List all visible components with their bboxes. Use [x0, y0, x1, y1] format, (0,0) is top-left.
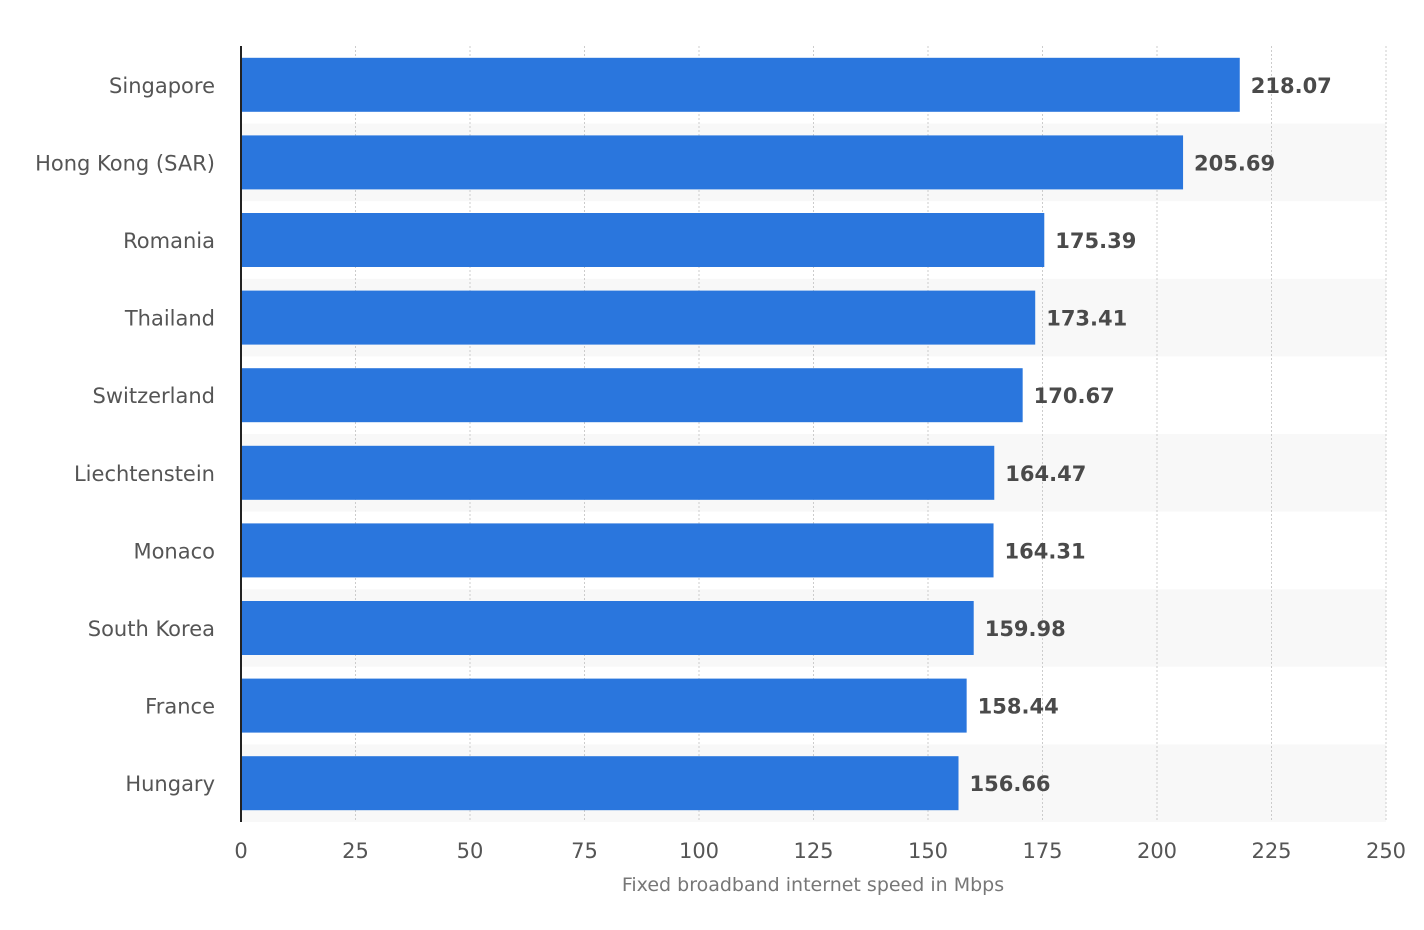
x-tick-label: 250	[1366, 839, 1406, 863]
value-label: 159.98	[985, 617, 1066, 641]
category-label: Romania	[123, 229, 215, 253]
x-tick-label: 50	[457, 839, 484, 863]
x-tick-label: 200	[1137, 839, 1177, 863]
bar	[242, 523, 994, 578]
bars	[242, 57, 1240, 811]
category-label: France	[145, 695, 215, 719]
category-label: Liechtenstein	[74, 462, 215, 486]
category-label: Hong Kong (SAR)	[35, 151, 215, 175]
category-label: Thailand	[124, 307, 215, 331]
value-label: 170.67	[1034, 384, 1115, 408]
x-tick-label: 75	[571, 839, 598, 863]
category-label: Singapore	[109, 74, 215, 98]
bar	[242, 368, 1023, 423]
category-label: Switzerland	[93, 384, 216, 408]
x-axis-title: Fixed broadband internet speed in Mbps	[622, 874, 1004, 896]
bar	[242, 290, 1036, 345]
x-tick-label: 125	[793, 839, 833, 863]
value-label: 173.41	[1046, 307, 1127, 331]
value-label: 164.47	[1005, 462, 1086, 486]
bar	[242, 213, 1045, 267]
category-label: Hungary	[125, 772, 215, 796]
x-tick-label: 100	[679, 839, 719, 863]
category-label: South Korea	[88, 617, 215, 641]
x-tick-label: 150	[908, 839, 948, 863]
x-tick-labels: 0 25 50 75 100 125 150 175 200 225 250	[234, 839, 1406, 863]
bar	[242, 445, 995, 500]
bar	[242, 756, 959, 811]
value-label: 164.31	[1005, 539, 1086, 563]
x-tick-label: 175	[1022, 839, 1062, 863]
value-label: 156.66	[970, 772, 1051, 796]
x-tick-label: 0	[234, 839, 247, 863]
value-label: 175.39	[1055, 229, 1136, 253]
value-labels: 218.07 205.69 175.39 173.41 170.67 164.47 164.…	[970, 74, 1332, 796]
bar	[242, 135, 1184, 190]
value-label: 158.44	[978, 695, 1059, 719]
value-label: 218.07	[1251, 74, 1332, 98]
category-label: Monaco	[133, 539, 215, 563]
x-tick-label: 25	[342, 839, 369, 863]
bar	[242, 57, 1240, 112]
value-label: 205.69	[1194, 151, 1275, 175]
x-tick-label: 225	[1251, 839, 1291, 863]
bar	[242, 678, 967, 733]
category-labels: Singapore Hong Kong (SAR) Romania Thailand S…	[35, 74, 215, 796]
bar	[242, 601, 974, 655]
